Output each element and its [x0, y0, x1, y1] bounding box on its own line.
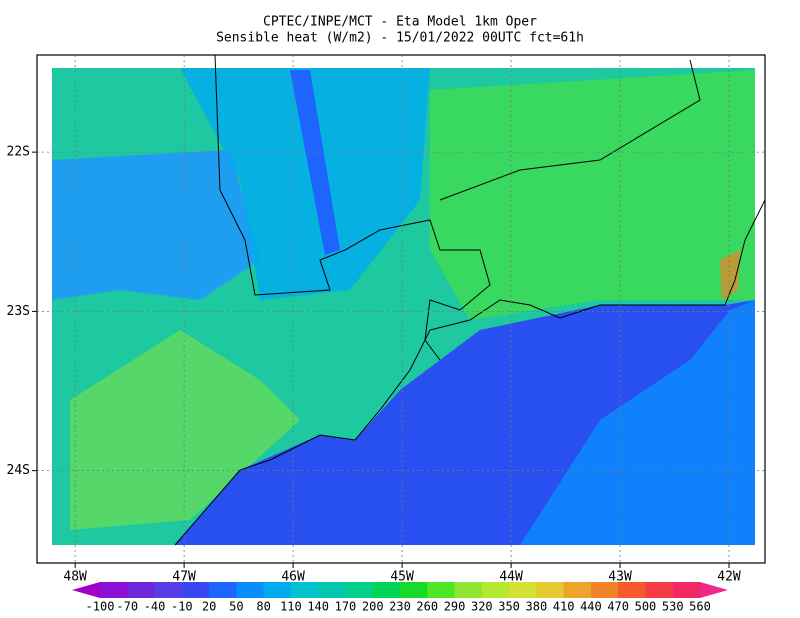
- colorbar-box: [209, 582, 237, 598]
- colorbar-label: 560: [689, 600, 711, 614]
- x-tick-label: 42W: [717, 570, 741, 585]
- map-frame: [36, 54, 766, 564]
- y-tick-label: 22S: [7, 145, 30, 160]
- colorbar-label: 440: [580, 600, 602, 614]
- green-region: [430, 70, 755, 320]
- colorbar-box: [618, 582, 646, 598]
- state-border: [214, 55, 701, 361]
- blue-region: [52, 150, 260, 300]
- y-tick-label: 24S: [7, 463, 30, 478]
- colorbar-label: 110: [280, 600, 302, 614]
- colorbar-label: 80: [256, 600, 270, 614]
- colorbar-label: 230: [389, 600, 411, 614]
- colorbar-label: 50: [229, 600, 243, 614]
- coastline: [174, 199, 765, 546]
- colorbar-box: [318, 582, 346, 598]
- colorbar-label: -10: [171, 600, 193, 614]
- colorbar-label: 260: [416, 600, 438, 614]
- colorbar-box: [509, 582, 537, 598]
- colorbar-label: 290: [444, 600, 466, 614]
- chart-subtitle: Sensible heat (W/m2) - 15/01/2022 00UTC …: [216, 31, 584, 46]
- colorbar-box: [427, 582, 456, 598]
- valley-region: [180, 68, 430, 300]
- x-tick-label: 47W: [172, 570, 196, 585]
- colorbar-box: [236, 582, 265, 598]
- x-tick-label: 44W: [499, 570, 523, 585]
- colorbar-box: [127, 582, 156, 598]
- colorbar-label: 470: [607, 600, 629, 614]
- colorbar-label: 380: [526, 600, 548, 614]
- chart-title: CPTEC/INPE/MCT - Eta Model 1km Oper: [263, 15, 537, 30]
- colorbar-arrow: [700, 582, 728, 598]
- hot-spot: [720, 250, 740, 300]
- y-tick-label: 23S: [7, 304, 30, 319]
- x-tick-label: 43W: [608, 570, 632, 585]
- colorbar-label: 170: [335, 600, 357, 614]
- colorbar-box: [100, 582, 128, 598]
- colorbar-box: [400, 582, 428, 598]
- colorbar-label: -40: [144, 600, 166, 614]
- colorbar-box: [181, 582, 210, 598]
- colorbar-label: -70: [116, 600, 138, 614]
- colorbar-box: [672, 582, 701, 598]
- colorbar-label: 530: [662, 600, 684, 614]
- colorbar-arrow: [72, 582, 100, 598]
- colorbar-box: [290, 582, 319, 598]
- colorbar-box: [536, 582, 565, 598]
- colorbar-label: 500: [635, 600, 657, 614]
- colorbar-box: [345, 582, 374, 598]
- colorbar-label: 350: [498, 600, 520, 614]
- colorbar-label: 320: [471, 600, 493, 614]
- colorbar-box: [154, 582, 183, 598]
- colorbar-box: [563, 582, 592, 598]
- colorbar-box: [372, 582, 401, 598]
- colorbar-box: [481, 582, 510, 598]
- colorbar-label: -100: [86, 600, 115, 614]
- colorbar-label: 410: [553, 600, 575, 614]
- green-region: [70, 330, 300, 530]
- colorbar-box: [645, 582, 674, 598]
- x-tick-label: 46W: [281, 570, 305, 585]
- colorbar-label: 140: [307, 600, 329, 614]
- colorbar-box: [454, 582, 483, 598]
- colorbar-box: [590, 582, 619, 598]
- x-tick-label: 45W: [390, 570, 414, 585]
- valley-strip: [290, 70, 340, 255]
- ocean-shelf: [520, 300, 755, 545]
- colorbar-label: 20: [202, 600, 216, 614]
- colorbar-label: 200: [362, 600, 384, 614]
- colorbar-box: [263, 582, 292, 598]
- map-field: [52, 55, 765, 546]
- x-tick-label: 48W: [63, 570, 87, 585]
